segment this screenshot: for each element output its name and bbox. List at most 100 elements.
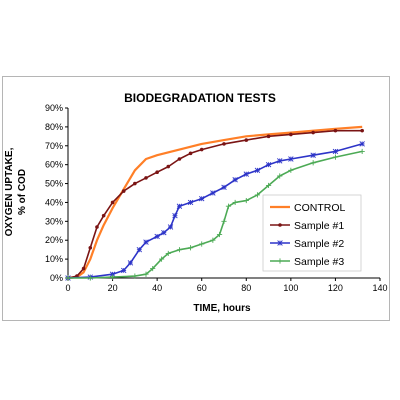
y-axis-title-line2: % of COD <box>17 169 28 215</box>
data-point <box>254 192 261 198</box>
data-point <box>210 190 216 196</box>
data-point <box>154 233 160 240</box>
data-point <box>101 213 106 218</box>
series-control <box>67 125 363 280</box>
y-tick-label: 80% <box>45 122 63 132</box>
chart-title: BIODEGRADATION TESTS <box>124 91 276 105</box>
data-point <box>167 224 174 230</box>
data-point <box>120 267 127 274</box>
data-point <box>310 152 316 158</box>
data-point <box>265 161 272 168</box>
data-point <box>277 173 283 179</box>
y-tick-label: 40% <box>45 197 63 207</box>
data-point <box>254 167 261 174</box>
legend-label: Sample #3 <box>294 256 344 268</box>
legend-item: Sample #3 <box>270 256 344 268</box>
data-point <box>311 130 315 135</box>
data-point <box>222 142 226 146</box>
data-point <box>266 134 271 139</box>
data-point <box>166 164 171 169</box>
y-tick-label: 10% <box>45 254 63 264</box>
x-tick-label: 100 <box>283 283 298 293</box>
y-tick-label: 50% <box>45 179 63 189</box>
series-line <box>67 125 363 280</box>
data-point <box>176 203 183 209</box>
data-point <box>276 158 283 164</box>
x-tick-label: 0 <box>65 283 70 293</box>
axes: 0 20 40 60 80 100 120 140 0% 10% 20% 30% 40% 50% 60% 70… <box>45 103 388 293</box>
y-tick-label: 60% <box>45 160 63 170</box>
data-point <box>127 260 134 266</box>
data-point <box>199 147 204 152</box>
y-tick-label: 70% <box>45 141 63 151</box>
data-point <box>121 189 126 193</box>
data-point <box>88 245 93 250</box>
legend-label: Sample #2 <box>294 238 344 250</box>
legend: CONTROL Sample #1 Sample #2 Sample #3 <box>262 194 362 272</box>
data-point <box>150 265 156 272</box>
data-point <box>360 128 364 133</box>
legend-label: CONTROL <box>294 202 345 214</box>
data-point <box>332 154 339 160</box>
legend-label: Sample #1 <box>294 220 344 232</box>
data-point <box>244 138 249 142</box>
y-tick-label: 0% <box>50 273 63 283</box>
data-point <box>310 160 316 166</box>
data-point <box>132 273 138 279</box>
data-point <box>289 132 293 137</box>
data-point <box>265 182 272 189</box>
data-point <box>110 200 115 205</box>
data-point <box>359 148 365 155</box>
legend-item: Sample #2 <box>270 238 344 250</box>
data-point <box>87 275 93 281</box>
data-point <box>243 197 249 204</box>
data-point <box>288 156 294 162</box>
data-point <box>143 239 149 245</box>
x-tick-label: 80 <box>241 283 251 293</box>
data-point <box>232 177 238 183</box>
plot-series <box>65 125 365 281</box>
data-point <box>165 250 171 257</box>
y-tick-label: 30% <box>45 216 63 226</box>
data-point <box>65 275 71 281</box>
data-point <box>133 181 137 186</box>
data-point <box>225 203 232 209</box>
data-point <box>198 195 205 202</box>
data-point <box>95 225 99 229</box>
data-point <box>155 170 159 175</box>
data-point <box>187 245 194 251</box>
data-point <box>188 151 193 156</box>
data-point <box>176 247 183 253</box>
data-point <box>221 218 227 224</box>
x-tick-label: 40 <box>152 283 162 293</box>
data-point <box>232 199 238 206</box>
data-point <box>210 237 216 243</box>
x-tick-label: 140 <box>372 283 387 293</box>
data-point <box>109 271 116 277</box>
data-point <box>216 231 223 238</box>
x-axis-title: TIME, hours <box>193 303 251 314</box>
legend-marker <box>277 258 283 264</box>
data-point <box>177 157 182 161</box>
y-tick-label: 90% <box>45 103 63 113</box>
series-sample-3 <box>65 148 365 281</box>
x-tick-label: 60 <box>197 283 207 293</box>
data-point <box>359 141 365 147</box>
data-point <box>172 212 178 219</box>
data-point <box>161 229 167 236</box>
data-point <box>136 246 143 253</box>
data-point <box>333 128 338 133</box>
legend-item: Sample #1 <box>270 220 344 232</box>
y-axis-title-line1: OXYGEN UPTAKE, <box>4 147 15 236</box>
legend-marker <box>278 223 282 227</box>
data-point <box>81 266 86 271</box>
data-point <box>332 148 339 155</box>
data-point <box>159 256 165 262</box>
legend-item: CONTROL <box>270 202 345 214</box>
series-sample-1 <box>66 128 364 280</box>
data-point <box>288 167 294 173</box>
y-tick-label: 20% <box>45 235 63 245</box>
data-point <box>109 274 116 280</box>
data-point <box>144 176 148 180</box>
